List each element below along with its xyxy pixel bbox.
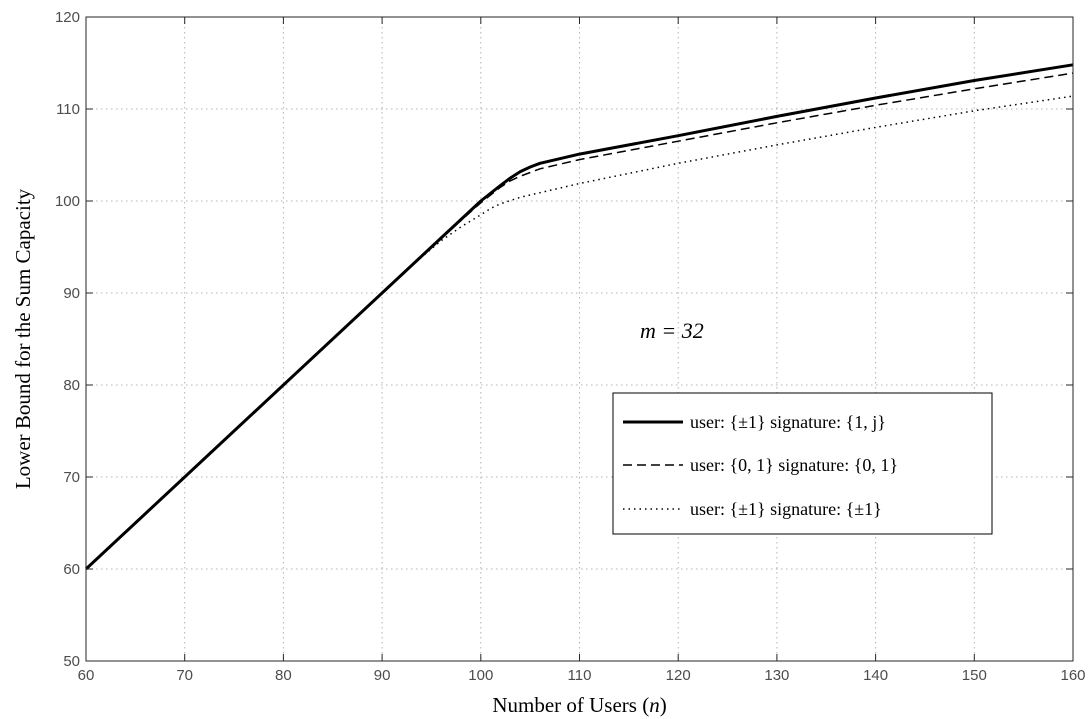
legend-label-3: user: {±1} signature: {±1} bbox=[690, 499, 882, 519]
x-tick-label: 70 bbox=[176, 667, 193, 684]
y-tick-label: 110 bbox=[56, 101, 80, 118]
x-tick-labels: 60 70 80 90 100 110 120 130 140 150 160 bbox=[78, 667, 1086, 684]
x-axis-title-text: Number of Users (n) bbox=[492, 693, 666, 717]
x-tick-label: 100 bbox=[468, 667, 493, 684]
y-tick-label: 70 bbox=[63, 469, 80, 486]
x-tick-label: 60 bbox=[78, 667, 95, 684]
series-line-1 bbox=[84, 63, 1074, 571]
y-tick-label: 90 bbox=[63, 285, 80, 302]
y-tick-label: 50 bbox=[63, 653, 80, 670]
legend-box bbox=[612, 392, 993, 535]
m-annotation: m = 32 bbox=[640, 318, 704, 343]
x-tick-label: 150 bbox=[962, 667, 987, 684]
x-tick-label: 110 bbox=[568, 667, 592, 684]
y-tick-label: 120 bbox=[55, 9, 80, 26]
axis-ticks bbox=[85, 16, 1074, 662]
series-line-3 bbox=[85, 95, 1074, 570]
y-tick-label: 80 bbox=[63, 377, 80, 394]
x-tick-label: 90 bbox=[374, 667, 391, 684]
legend: user: {±1} signature: {1, j} user: {0, 1}… bbox=[612, 392, 993, 535]
y-tick-label: 100 bbox=[55, 193, 80, 210]
plot-frame bbox=[85, 16, 1074, 662]
x-tick-label: 140 bbox=[863, 667, 888, 684]
legend-label-1: user: {±1} signature: {1, j} bbox=[690, 412, 886, 432]
x-tick-label: 80 bbox=[275, 667, 292, 684]
x-axis-title: Number of Users (n) bbox=[492, 693, 666, 717]
series-line-2 bbox=[85, 72, 1074, 570]
y-tick-label: 60 bbox=[63, 561, 80, 578]
grid-lines bbox=[86, 17, 1073, 661]
x-tick-label: 130 bbox=[764, 667, 789, 684]
y-tick-labels: 50 60 70 80 90 100 110 120 bbox=[55, 9, 80, 670]
y-axis-title: Lower Bound for the Sum Capacity bbox=[11, 188, 35, 489]
x-tick-label: 160 bbox=[1060, 667, 1085, 684]
series-group bbox=[84, 63, 1074, 571]
x-tick-label: 120 bbox=[666, 667, 691, 684]
legend-label-2: user: {0, 1} signature: {0, 1} bbox=[690, 455, 898, 475]
